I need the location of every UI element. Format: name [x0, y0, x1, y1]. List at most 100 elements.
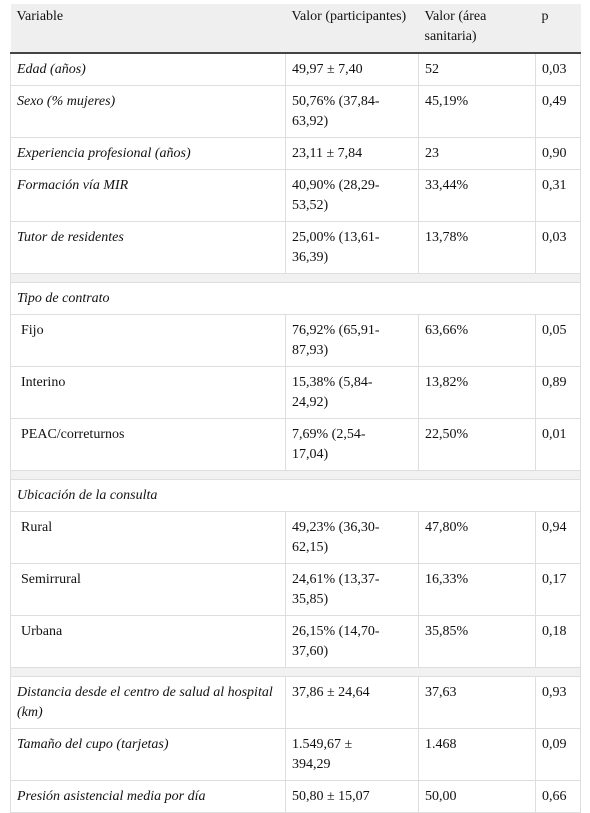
table-row: Presión asistencial media por día 50,80 ±…: [10, 780, 581, 813]
table-cell: Interino: [10, 366, 286, 419]
table-cell: 13,82%: [418, 366, 536, 419]
table-row: Semirrural 24,61% (13,37-35,85) 16,33% 0,17: [10, 563, 581, 616]
spacer-row: [10, 470, 581, 480]
table-cell: 23: [418, 137, 536, 170]
table-cell: 23,11 ± 7,84: [285, 137, 419, 170]
header-cell: Variable: [10, 4, 286, 54]
table-cell: 0,09: [535, 728, 581, 781]
table-cell: 0,66: [535, 780, 581, 813]
spacer-cell: [10, 273, 581, 283]
cell-text: 0,18: [542, 624, 567, 639]
cell-text: 47,80%: [425, 520, 469, 535]
table-cell: Presión asistencial media por día: [10, 780, 286, 813]
cell-text: Tamaño del cupo (tarjetas): [17, 737, 169, 752]
table-cell: Formación vía MIR: [10, 169, 286, 222]
table-cell: 26,15% (14,70-37,60): [285, 615, 419, 668]
cell-text: 16,33%: [425, 572, 469, 587]
cell-text: 76,92% (65,91-87,93): [292, 323, 380, 358]
cell-text: 50,76% (37,84-63,92): [292, 94, 380, 129]
table-cell: Sexo (% mujeres): [10, 85, 286, 138]
table-cell: 1.468: [418, 728, 536, 781]
table-cell: 0,03: [535, 221, 581, 274]
table-cell: 35,85%: [418, 615, 536, 668]
table-cell: 45,19%: [418, 85, 536, 138]
table-cell: 49,23% (36,30-62,15): [285, 511, 419, 564]
table-cell: 24,61% (13,37-35,85): [285, 563, 419, 616]
cell-text: 37,63: [425, 685, 457, 700]
cell-text: 0,93: [542, 685, 567, 700]
table-cell: 50,76% (37,84-63,92): [285, 85, 419, 138]
group-row: Tipo de contrato: [10, 282, 581, 315]
table-cell: 0,18: [535, 615, 581, 668]
cell-text: 40,90% (28,29-53,52): [292, 178, 380, 213]
cell-text: 0,09: [542, 737, 567, 752]
table-cell: 49,97 ± 7,40: [285, 52, 419, 86]
header-cell: Valor (participantes): [285, 4, 419, 54]
cell-text: 0,90: [542, 146, 567, 161]
table-row: Tamaño del cupo (tarjetas) 1.549,67 ± 394…: [10, 728, 581, 781]
cell-text: 50,80 ± 15,07: [292, 789, 370, 804]
table-cell: Experiencia profesional (años): [10, 137, 286, 170]
table-cell: 0,31: [535, 169, 581, 222]
header-cell: p: [535, 4, 581, 54]
cell-text: 25,00% (13,61-36,39): [292, 230, 380, 265]
table-cell: Rural: [10, 511, 286, 564]
table-cell: 33,44%: [418, 169, 536, 222]
table-cell: 40,90% (28,29-53,52): [285, 169, 419, 222]
table-cell: 76,92% (65,91-87,93): [285, 314, 419, 367]
cell-text: 52: [425, 62, 439, 77]
cell-text: 1.549,67 ± 394,29: [292, 737, 353, 772]
cell-text: Interino: [21, 375, 66, 390]
cell-text: 63,66%: [425, 323, 469, 338]
group-title: Ubicación de la consulta: [10, 479, 581, 512]
table-cell: Semirrural: [10, 563, 286, 616]
table-cell: 0,89: [535, 366, 581, 419]
cell-text: 22,50%: [425, 427, 469, 442]
cell-text: 0,89: [542, 375, 567, 390]
table-cell: 1.549,67 ± 394,29: [285, 728, 419, 781]
table-cell: 16,33%: [418, 563, 536, 616]
cell-text: Urbana: [21, 624, 63, 639]
table-cell: 0,17: [535, 563, 581, 616]
cell-text: Rural: [21, 520, 53, 535]
cell-text: 23,11 ± 7,84: [292, 146, 363, 161]
cell-text: 50,00: [425, 789, 457, 804]
table-cell: 15,38% (5,84-24,92): [285, 366, 419, 419]
table-cell: 37,63: [418, 676, 536, 729]
cell-text: 0,49: [542, 94, 567, 109]
cell-text: 0,03: [542, 230, 567, 245]
group-title: Tipo de contrato: [10, 282, 581, 315]
table-cell: 63,66%: [418, 314, 536, 367]
table-cell: PEAC/correturnos: [10, 418, 286, 471]
cell-text: Sexo (% mujeres): [17, 94, 116, 109]
cell-text: Semirrural: [21, 572, 81, 587]
table-cell: 0,49: [535, 85, 581, 138]
table-cell: 0,03: [535, 52, 581, 86]
table-row: Experiencia profesional (años) 23,11 ± 7,…: [10, 137, 581, 170]
table-row: Distancia desde el centro de salud al ho…: [10, 676, 581, 729]
table-row: Fijo 76,92% (65,91-87,93) 63,66% 0,05: [10, 314, 581, 367]
cell-text: 0,31: [542, 178, 567, 193]
cell-text: 15,38% (5,84-24,92): [292, 375, 373, 410]
header-cell: Valor (área sanitaria): [418, 4, 536, 54]
cell-text: 1.468: [425, 737, 457, 752]
cell-text: PEAC/correturnos: [21, 427, 125, 442]
cell-text: Distancia desde el centro de salud al ho…: [17, 685, 273, 720]
spacer-cell: [10, 470, 581, 480]
table-row: Sexo (% mujeres) 50,76% (37,84-63,92) 45,1…: [10, 85, 581, 138]
table-row: Formación vía MIR 40,90% (28,29-53,52) 33,…: [10, 169, 581, 222]
data-table: Variable Valor (participantes) Valor (ár…: [10, 4, 581, 813]
cell-text: 0,01: [542, 427, 567, 442]
cell-text: 13,78%: [425, 230, 469, 245]
table-cell: 13,78%: [418, 221, 536, 274]
cell-text: 26,15% (14,70-37,60): [292, 624, 380, 659]
table-row: Rural 49,23% (36,30-62,15) 47,80% 0,94: [10, 511, 581, 564]
table-cell: 37,86 ± 24,64: [285, 676, 419, 729]
table-body: Edad (años) 49,97 ± 7,40 52 0,03 Sexo (% muj…: [10, 52, 581, 813]
cell-text: 7,69% (2,54-17,04): [292, 427, 366, 462]
cell-text: 37,86 ± 24,64: [292, 685, 370, 700]
cell-text: Formación vía MIR: [17, 178, 129, 193]
cell-text: Tutor de residentes: [17, 230, 124, 245]
table-cell: 0,93: [535, 676, 581, 729]
